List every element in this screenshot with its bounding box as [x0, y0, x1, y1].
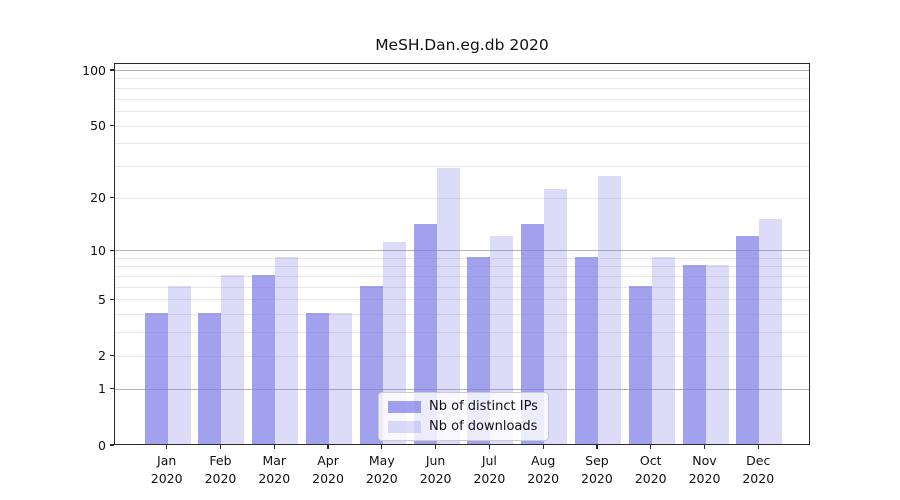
- x-tick-label-jan: Jan 2020: [150, 453, 183, 486]
- gridline-minor-9: [115, 257, 809, 259]
- x-tick-label-may: May 2020: [365, 453, 398, 486]
- y-tick-20: [110, 197, 114, 199]
- bar-downloads-sep: [597, 176, 621, 444]
- x-tick-label-jun: Jun 2020: [419, 453, 452, 486]
- bar-distinct-ips-jun: [413, 223, 437, 444]
- bar-downloads-feb: [221, 275, 245, 444]
- x-tick-label-aug: Aug 2020: [527, 453, 560, 486]
- y-tick-50: [110, 124, 114, 127]
- bar-downloads-jun: [436, 167, 460, 444]
- legend-swatch-distinct-ips-icon: [388, 400, 421, 413]
- y-tick-label-100: 100: [82, 62, 106, 78]
- legend-item-distinct-ips: Nb of distinct IPs: [388, 399, 538, 414]
- y-tick-label-2: 2: [98, 348, 106, 364]
- gridline-major-10: [115, 250, 809, 252]
- bar-distinct-ips-feb: [198, 313, 222, 444]
- gridline-minor-3: [115, 332, 809, 334]
- y-tick-label-0: 0: [98, 437, 106, 453]
- x-tick-label-sep: Sep 2020: [581, 453, 613, 486]
- x-tick-apr: [327, 445, 329, 449]
- gridline-major-100: [115, 70, 809, 71]
- y-tick-label-50: 50: [90, 118, 106, 134]
- legend-label-distinct-ips: Nb of distinct IPs: [429, 399, 538, 414]
- x-tick-label-dec: Dec 2020: [742, 453, 775, 486]
- x-tick-label-mar: Mar 2020: [258, 453, 291, 486]
- bar-distinct-ips-aug: [521, 223, 545, 444]
- x-tick-mar: [273, 445, 275, 449]
- gridline-minor-90: [115, 78, 809, 80]
- y-tick-10: [110, 249, 114, 251]
- y-tick-0: [110, 444, 114, 446]
- y-tick-1: [110, 388, 114, 390]
- legend-swatch-downloads-icon: [388, 420, 421, 433]
- legend: Nb of distinct IPs Nb of downloads: [378, 392, 549, 441]
- gridline-minor-6: [115, 286, 809, 288]
- legend-item-downloads: Nb of downloads: [388, 419, 538, 434]
- bar-distinct-ips-oct: [628, 285, 652, 444]
- bar-distinct-ips-apr: [306, 313, 330, 444]
- bar-downloads-nov: [705, 265, 729, 444]
- y-tick-5: [110, 298, 114, 300]
- bar-downloads-oct: [651, 256, 675, 444]
- gridline-minor-7: [115, 276, 809, 278]
- bar-distinct-ips-nov: [682, 265, 706, 444]
- gridline-major-1: [115, 388, 809, 390]
- x-tick-oct: [650, 445, 652, 449]
- legend-label-downloads: Nb of downloads: [429, 419, 538, 434]
- y-tick-100: [110, 69, 114, 71]
- x-tick-feb: [219, 445, 222, 449]
- bar-distinct-ips-dec: [736, 235, 760, 444]
- x-tick-jun: [435, 445, 437, 449]
- x-tick-label-oct: Oct 2020: [634, 453, 667, 486]
- y-tick-2: [110, 355, 114, 357]
- x-tick-label-nov: Nov 2020: [688, 453, 721, 486]
- x-tick-nov: [703, 445, 706, 449]
- gridline-minor-50: [115, 125, 809, 127]
- x-tick-jul: [488, 445, 490, 449]
- x-tick-aug: [542, 445, 544, 449]
- gridline-minor-70: [115, 98, 809, 100]
- chart-title: MeSH.Dan.eg.db 2020: [375, 36, 549, 54]
- y-tick-label-10: 10: [90, 242, 106, 258]
- x-tick-may: [381, 445, 383, 449]
- bar-downloads-jan: [167, 285, 191, 444]
- gridline-minor-30: [115, 165, 809, 167]
- gridline-minor-2: [115, 355, 809, 357]
- x-tick-dec: [757, 445, 759, 449]
- gridline-minor-20: [115, 197, 809, 199]
- y-tick-label-20: 20: [90, 190, 106, 206]
- x-tick-label-apr: Apr 2020: [312, 453, 344, 486]
- gridline-minor-80: [115, 87, 809, 89]
- x-tick-label-jul: Jul 2020: [473, 453, 506, 486]
- gridline-minor-40: [115, 143, 809, 145]
- y-tick-label-1: 1: [98, 381, 106, 397]
- x-tick-jan: [166, 445, 168, 449]
- bar-downloads-apr: [329, 313, 353, 444]
- bar-downloads-mar: [275, 256, 299, 444]
- bar-distinct-ips-sep: [574, 256, 598, 444]
- y-tick-label-5: 5: [98, 291, 106, 307]
- gridline-minor-4: [115, 314, 809, 316]
- x-tick-sep: [596, 445, 598, 449]
- gridline-minor-5: [115, 299, 809, 301]
- bar-distinct-ips-mar: [252, 275, 276, 444]
- gridline-minor-60: [115, 110, 809, 112]
- bar-downloads-dec: [759, 218, 783, 444]
- plot-area: [114, 63, 810, 445]
- gridline-minor-8: [115, 266, 809, 268]
- bar-distinct-ips-jan: [144, 313, 168, 444]
- bar-distinct-ips-may: [359, 285, 383, 444]
- x-tick-label-feb: Feb 2020: [204, 453, 237, 486]
- bar-downloads-aug: [544, 189, 568, 444]
- bar-downloads-jul: [490, 235, 514, 444]
